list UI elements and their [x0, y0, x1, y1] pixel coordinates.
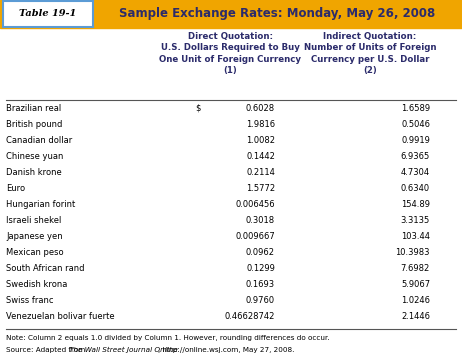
Text: Brazilian real: Brazilian real — [6, 104, 61, 113]
Text: 5.9067: 5.9067 — [401, 280, 430, 289]
Text: Hungarian forint: Hungarian forint — [6, 200, 75, 209]
Text: 0.9919: 0.9919 — [401, 136, 430, 145]
Text: Swiss franc: Swiss franc — [6, 296, 54, 305]
Text: 1.9816: 1.9816 — [246, 120, 275, 129]
Text: Mexican peso: Mexican peso — [6, 248, 64, 257]
Text: 10.3983: 10.3983 — [395, 248, 430, 257]
Text: 0.1299: 0.1299 — [246, 264, 275, 273]
Text: The Wall Street Journal Online: The Wall Street Journal Online — [68, 347, 177, 353]
Text: South African rand: South African rand — [6, 264, 85, 273]
Text: 7.6982: 7.6982 — [401, 264, 430, 273]
Text: 1.6589: 1.6589 — [401, 104, 430, 113]
Text: 0.5046: 0.5046 — [401, 120, 430, 129]
Text: 6.9365: 6.9365 — [401, 152, 430, 161]
Text: Euro: Euro — [6, 184, 25, 193]
Text: Japanese yen: Japanese yen — [6, 232, 63, 241]
Text: Indirect Quotation:
Number of Units of Foreign
Currency per U.S. Dollar
(2): Indirect Quotation: Number of Units of F… — [304, 32, 436, 75]
Text: 4.7304: 4.7304 — [401, 168, 430, 177]
Text: 1.0082: 1.0082 — [246, 136, 275, 145]
Text: Danish krone: Danish krone — [6, 168, 62, 177]
Text: Direct Quotation:
U.S. Dollars Required to Buy
One Unit of Foreign Currency
(1): Direct Quotation: U.S. Dollars Required … — [159, 32, 301, 75]
Text: 103.44: 103.44 — [401, 232, 430, 241]
Text: 154.89: 154.89 — [401, 200, 430, 209]
Text: Venezuelan bolivar fuerte: Venezuelan bolivar fuerte — [6, 312, 115, 321]
Text: 0.3018: 0.3018 — [246, 216, 275, 225]
Text: Swedish krona: Swedish krona — [6, 280, 67, 289]
Text: 1.0246: 1.0246 — [401, 296, 430, 305]
Text: 1.5772: 1.5772 — [246, 184, 275, 193]
Text: 0.006456: 0.006456 — [235, 200, 275, 209]
Text: Chinese yuan: Chinese yuan — [6, 152, 63, 161]
Text: Sample Exchange Rates: Monday, May 26, 2008: Sample Exchange Rates: Monday, May 26, 2… — [119, 7, 435, 20]
Text: 0.46628742: 0.46628742 — [225, 312, 275, 321]
Bar — [0, 0, 462, 28]
Text: Israeli shekel: Israeli shekel — [6, 216, 61, 225]
Text: Source: Adapted from: Source: Adapted from — [6, 347, 87, 353]
Text: Note: Column 2 equals 1.0 divided by Column 1. However, rounding differences do : Note: Column 2 equals 1.0 divided by Col… — [6, 335, 329, 341]
Text: 0.2114: 0.2114 — [246, 168, 275, 177]
Text: 3.3135: 3.3135 — [401, 216, 430, 225]
Text: , http://online.wsj.com, May 27, 2008.: , http://online.wsj.com, May 27, 2008. — [158, 347, 294, 353]
Text: 2.1446: 2.1446 — [401, 312, 430, 321]
Text: 0.6028: 0.6028 — [246, 104, 275, 113]
Text: British pound: British pound — [6, 120, 62, 129]
FancyBboxPatch shape — [3, 1, 93, 27]
Text: 0.9760: 0.9760 — [246, 296, 275, 305]
Text: $: $ — [195, 104, 201, 113]
Text: 0.0962: 0.0962 — [246, 248, 275, 257]
Text: 0.1442: 0.1442 — [246, 152, 275, 161]
Text: Canadian dollar: Canadian dollar — [6, 136, 72, 145]
Text: 0.1693: 0.1693 — [246, 280, 275, 289]
Text: 0.6340: 0.6340 — [401, 184, 430, 193]
Text: Table 19-1: Table 19-1 — [19, 10, 77, 19]
Text: 0.009667: 0.009667 — [235, 232, 275, 241]
